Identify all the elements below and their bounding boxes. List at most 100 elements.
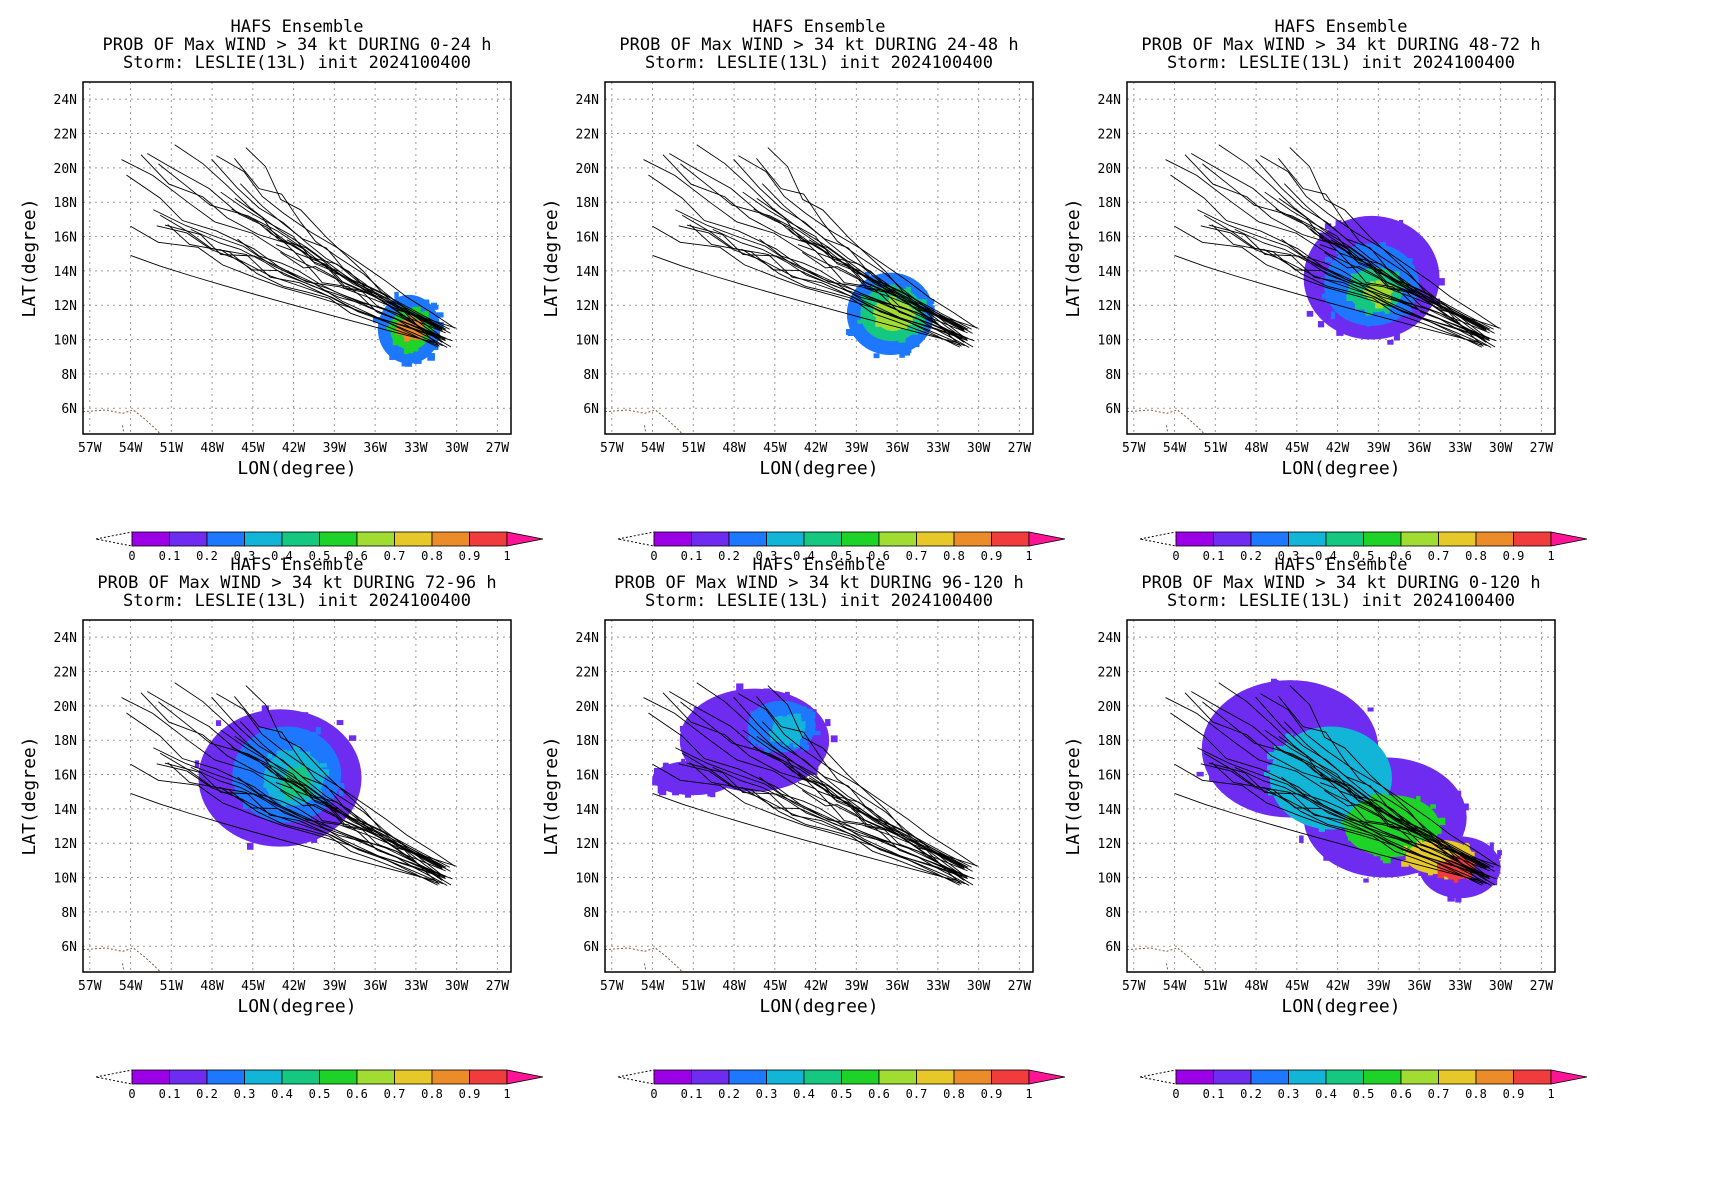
y-tick-label: 16N xyxy=(54,231,77,246)
coastline xyxy=(83,409,161,434)
colorbar-tick-label: 0.3 xyxy=(234,549,256,563)
ensemble-track xyxy=(1284,721,1489,879)
border-path xyxy=(121,425,125,433)
colorbar-tick-label: 0.8 xyxy=(421,549,443,563)
y-tick-label: 8N xyxy=(583,906,599,921)
ensemble-track xyxy=(156,763,446,880)
probability-speckle xyxy=(406,347,414,354)
colorbar-tick-label: 0.6 xyxy=(346,1087,368,1101)
colorbar-tick-label: 0 xyxy=(650,1087,657,1101)
probability-speckle xyxy=(281,781,289,787)
ensemble-track xyxy=(680,163,972,330)
ensemble-track xyxy=(1278,696,1490,879)
colorbar-swatch xyxy=(1438,1069,1477,1085)
colorbar-tick-label: 1 xyxy=(503,549,510,563)
colorbar-tick-label: 0.1 xyxy=(1203,1087,1225,1101)
probability-speckle xyxy=(1342,820,1349,827)
probability-speckle xyxy=(293,745,300,753)
ensemble-track xyxy=(712,766,959,874)
y-tick-label: 20N xyxy=(576,162,599,177)
probability-speckle xyxy=(1437,278,1445,286)
x-tick-label: 45W xyxy=(763,979,787,994)
colorbar-tick-label: 0.2 xyxy=(718,549,740,563)
plot-frame xyxy=(1126,81,1556,435)
colorbar-swatch xyxy=(1213,1069,1252,1085)
colorbar-swatch xyxy=(1175,1069,1214,1085)
x-tick-label: 54W xyxy=(641,441,665,456)
probability-speckle xyxy=(394,291,399,299)
probability-speckle xyxy=(793,739,800,748)
x-tick-label: 57W xyxy=(600,979,624,994)
colorbar-tick-label: 0.4 xyxy=(793,549,815,563)
probability-speckle xyxy=(1205,751,1212,758)
probability-speckle xyxy=(928,299,935,305)
y-tick-label: 16N xyxy=(576,769,599,784)
colorbar-extend-high xyxy=(506,1069,544,1085)
probability-speckle xyxy=(1436,826,1442,834)
y-tick-label: 10N xyxy=(1098,334,1121,349)
panel-title-line-1: HAFS Ensemble xyxy=(230,17,363,37)
probability-speckle xyxy=(1380,281,1385,288)
probability-speckle xyxy=(232,780,237,786)
ensemble-track xyxy=(681,752,965,885)
ensemble-track xyxy=(220,729,451,872)
probability-speckle xyxy=(870,285,878,292)
ensemble-track xyxy=(159,752,443,885)
x-tick-label: 33W xyxy=(404,979,428,994)
probability-speckle xyxy=(261,705,270,714)
x-tick-label: 48W xyxy=(722,979,746,994)
colorbar-swatch xyxy=(1288,531,1327,547)
y-tick-label: 6N xyxy=(61,402,77,417)
probability-speckle xyxy=(1386,288,1391,295)
colorbar-tick-label: 0.5 xyxy=(1353,549,1375,563)
y-tick-label: 8N xyxy=(583,368,599,383)
probability-speckle xyxy=(768,730,777,736)
colorbar-swatch xyxy=(953,1069,992,1085)
probability-speckle xyxy=(1347,835,1353,841)
ensemble-track xyxy=(802,789,968,869)
probability-speckle xyxy=(339,784,344,790)
x-tick-label: 48W xyxy=(200,979,224,994)
ensemble-track xyxy=(1218,144,1488,343)
y-tick-label: 14N xyxy=(576,803,599,818)
probability-speckle xyxy=(397,324,402,329)
ensemble-track xyxy=(1319,782,1492,886)
colorbar-extend-low xyxy=(617,531,655,547)
colorbar-swatch xyxy=(991,531,1030,547)
ensemble-track xyxy=(275,244,448,348)
x-tick-label: 33W xyxy=(1448,441,1472,456)
coastline-path xyxy=(83,409,161,434)
probability-speckle xyxy=(707,789,713,797)
x-tick-label: 27W xyxy=(1008,979,1032,994)
probability-speckle xyxy=(413,359,422,364)
colorbar-swatch xyxy=(803,531,842,547)
y-axis-label: LAT(degree) xyxy=(541,198,562,317)
colorbar-tick-label: 0.4 xyxy=(271,549,293,563)
colorbar-swatch xyxy=(244,531,283,547)
ensemble-track xyxy=(174,144,444,343)
ensemble-track xyxy=(234,158,446,341)
colorbar-tick-label: 1 xyxy=(1025,1087,1032,1101)
y-tick-label: 20N xyxy=(54,162,77,177)
probability-speckle xyxy=(793,713,801,722)
ensemble-tracks xyxy=(1165,144,1501,348)
colorbar-tick-label: 0.7 xyxy=(384,549,406,563)
probability-speckle xyxy=(291,767,300,772)
colorbar-tick-label: 0.7 xyxy=(1428,1087,1450,1101)
ensemble-track xyxy=(240,721,445,879)
y-tick-label: 18N xyxy=(54,196,77,211)
x-tick-label: 36W xyxy=(885,979,909,994)
ensemble-track xyxy=(245,147,440,347)
ensemble-track xyxy=(1200,225,1490,342)
probability-speckle xyxy=(1404,309,1413,316)
colorbar-tick-label: 1 xyxy=(1547,549,1554,563)
colorbar-tick-label: 0.4 xyxy=(1315,549,1337,563)
probability-speckle xyxy=(786,714,795,723)
colorbar-tick-label: 0.5 xyxy=(309,549,331,563)
probability-speckle xyxy=(693,758,700,763)
probability-speckle xyxy=(1299,835,1304,843)
ensemble-track xyxy=(1310,766,1487,868)
probability-speckle xyxy=(736,683,744,691)
